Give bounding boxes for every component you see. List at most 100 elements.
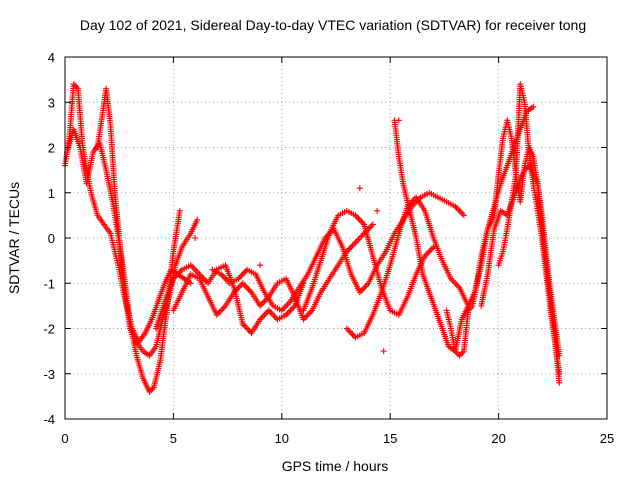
- data-point: [459, 210, 466, 217]
- data-point: [257, 262, 264, 269]
- data-point: [345, 327, 352, 334]
- data-point: [455, 206, 462, 213]
- data-point: [236, 283, 243, 290]
- data-point: [356, 185, 363, 192]
- data-point: [239, 271, 246, 278]
- data-point: [351, 241, 358, 248]
- data-point: [244, 284, 251, 291]
- y-tick-label: -3: [43, 367, 55, 382]
- x-tick-label: 10: [275, 431, 289, 446]
- data-point: [176, 207, 183, 214]
- data-point: [358, 233, 365, 240]
- data-point: [452, 280, 459, 287]
- data-point: [356, 235, 363, 241]
- data-point: [458, 209, 465, 216]
- x-tick-label: 15: [383, 431, 397, 446]
- data-point: [286, 299, 293, 306]
- data-point: [352, 239, 359, 246]
- data-point: [453, 281, 460, 288]
- data-point: [280, 305, 287, 312]
- data-point: [270, 311, 277, 318]
- data-point: [222, 275, 229, 282]
- data-point: [369, 221, 376, 228]
- y-axis-label: SDTVAR / TECUs: [6, 182, 22, 294]
- data-point: [410, 197, 417, 204]
- y-tick-label: 0: [48, 231, 55, 246]
- data-point: [242, 283, 249, 290]
- data-point: [218, 307, 225, 314]
- data-point: [366, 224, 373, 231]
- data-point: [306, 310, 313, 317]
- data-point: [258, 314, 265, 321]
- data-point: [458, 351, 465, 358]
- data-point: [556, 370, 563, 377]
- data-point: [424, 250, 431, 257]
- data-point: [267, 308, 274, 315]
- data-point: [355, 215, 362, 222]
- y-tick-label: -2: [43, 322, 55, 337]
- data-point: [346, 245, 353, 252]
- data-point: [216, 308, 223, 315]
- data-point: [239, 280, 246, 287]
- data-point: [408, 198, 415, 205]
- data-point: [556, 379, 563, 386]
- data-point: [426, 248, 433, 255]
- data-point: [287, 307, 294, 314]
- data-point: [456, 352, 463, 359]
- data-point: [261, 311, 268, 318]
- data-point: [219, 305, 226, 312]
- data-point: [192, 266, 199, 273]
- data-point: [187, 280, 194, 287]
- data-point: [427, 247, 434, 254]
- data-point: [530, 103, 537, 110]
- data-point: [380, 348, 387, 355]
- data-point: [374, 207, 381, 214]
- data-point: [355, 236, 362, 243]
- x-tick-label: 5: [170, 431, 177, 446]
- data-point: [247, 287, 254, 294]
- data-point: [260, 299, 267, 306]
- axis-ticks: 0 5 10 15 20 25 -4 -3 -2 -1 0 1 2 3 4: [43, 50, 614, 446]
- x-tick-label: 0: [61, 431, 68, 446]
- data-point: [353, 238, 360, 245]
- data-point: [303, 313, 310, 320]
- data-point: [261, 298, 268, 305]
- data-point: [288, 305, 295, 312]
- data-point: [189, 263, 196, 270]
- data-point: [304, 311, 311, 318]
- data-point: [348, 244, 355, 251]
- data-point: [241, 281, 248, 288]
- data-point: [220, 274, 227, 281]
- data-point: [348, 330, 355, 337]
- data-marks: [62, 81, 563, 395]
- data-point: [460, 212, 467, 219]
- data-point: [238, 272, 245, 279]
- data-point: [262, 310, 269, 317]
- y-tick-label: 3: [48, 95, 55, 110]
- data-point: [368, 222, 375, 229]
- data-point: [194, 216, 201, 223]
- y-tick-label: -4: [43, 412, 55, 427]
- data-point: [265, 307, 272, 314]
- data-point: [346, 328, 353, 335]
- data-point: [244, 325, 251, 332]
- x-axis-label: GPS time / hours: [282, 458, 389, 474]
- data-point: [359, 286, 366, 293]
- data-point: [349, 242, 356, 249]
- data-point: [245, 286, 252, 293]
- data-point: [284, 301, 291, 308]
- y-tick-label: -1: [43, 276, 55, 291]
- data-point: [356, 216, 363, 223]
- data-point: [358, 218, 365, 225]
- data-point: [283, 302, 290, 309]
- x-tick-label: 25: [600, 431, 614, 446]
- chart-title: Day 102 of 2021, Sidereal Day-to-day VTE…: [80, 17, 586, 33]
- data-point: [395, 117, 402, 124]
- y-tick-label: 2: [48, 141, 55, 156]
- data-point: [220, 304, 227, 311]
- data-point: [450, 278, 457, 285]
- data-point: [343, 325, 350, 332]
- data-point: [362, 283, 369, 290]
- data-point: [193, 268, 200, 275]
